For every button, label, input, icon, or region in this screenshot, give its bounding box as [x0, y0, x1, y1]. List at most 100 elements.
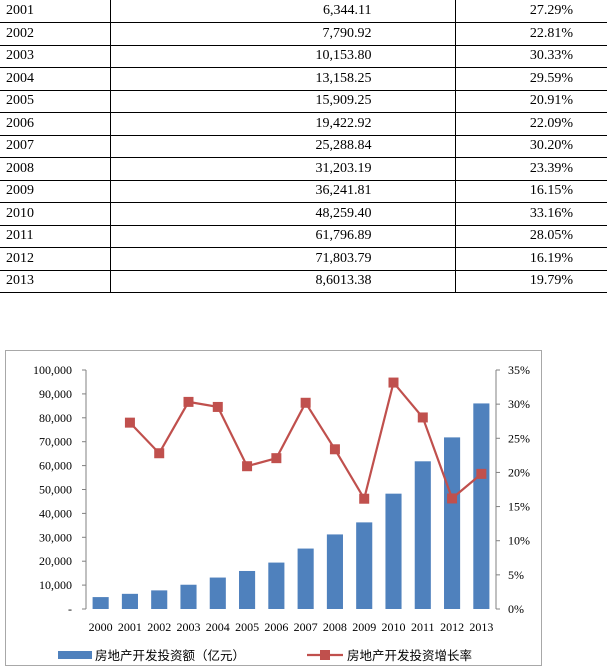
table-row: 2010 48,259.40 33.16%	[0, 202, 607, 226]
data-table: 2001 6,344.11 27.29% 2002 7,790.92 22.81% 2003…	[0, 0, 607, 293]
x-axis-tick-label: 2005	[235, 620, 259, 634]
investment-bar	[444, 437, 461, 609]
year-cell: 2005	[0, 90, 111, 113]
investment-bar	[385, 493, 402, 609]
left-axis-tick-label: 90,000	[39, 387, 72, 401]
investment-cell: 19,422.92	[110, 112, 456, 136]
x-axis-tick-label: 2013	[469, 620, 493, 634]
legend-line-marker	[320, 650, 330, 660]
investment-bar	[92, 597, 109, 609]
legend-bar-swatch	[58, 651, 92, 659]
growth-rate-marker	[300, 397, 311, 408]
year-cell: 2007	[0, 135, 111, 158]
investment-bar	[180, 584, 197, 609]
growth-rate-cell: 33.16%	[455, 202, 607, 226]
growth-rate-marker	[417, 412, 428, 423]
year-cell: 2001	[0, 0, 111, 23]
table-body: 2001 6,344.11 27.29% 2002 7,790.92 22.81% 2003…	[0, 0, 607, 293]
x-axis-tick-label: 2000	[89, 620, 113, 634]
growth-rate-cell: 30.33%	[455, 45, 607, 68]
x-axis-tick-label: 2001	[118, 620, 142, 634]
growth-rate-marker	[124, 417, 135, 428]
left-axis-tick-label: 10,000	[39, 578, 72, 592]
x-axis-tick-label: 2002	[147, 620, 171, 634]
investment-cell: 13,158.25	[110, 67, 456, 91]
year-cell: 2006	[0, 112, 111, 136]
growth-rate-marker	[271, 453, 282, 464]
year-cell: 2010	[0, 202, 111, 226]
year-cell: 2008	[0, 157, 111, 181]
table-row: 2011 61,796.89 28.05%	[0, 225, 607, 248]
x-axis-tick-label: 2006	[264, 620, 288, 634]
investment-bar	[268, 562, 285, 609]
x-axis-tick-label: 2012	[440, 620, 464, 634]
investment-cell: 48,259.40	[110, 202, 456, 226]
legend-investment-label: 房地产开发投资额（亿元）	[95, 648, 245, 663]
investment-cell: 25,288.84	[110, 135, 456, 158]
year-cell: 2009	[0, 180, 111, 203]
investment-cell: 31,203.19	[110, 157, 456, 181]
right-axis-tick-label: 10%	[508, 534, 530, 548]
growth-rate-marker	[329, 444, 340, 455]
chart-frame: - 10,000 20,000 30,000 40,000 50,000 60,000 70,…	[5, 350, 542, 666]
investment-bar	[297, 548, 314, 609]
x-axis-tick-label: 2004	[206, 620, 230, 634]
x-axis-tick-label: 2003	[177, 620, 201, 634]
investment-cell: 15,909.25	[110, 90, 456, 113]
table-row: 2003 10,153.80 30.33%	[0, 45, 607, 68]
investment-cell: 61,796.89	[110, 225, 456, 248]
right-axis-tick-label: 15%	[508, 500, 530, 514]
investment-bar	[326, 534, 343, 609]
growth-rate-marker	[359, 493, 370, 504]
table-row: 2005 15,909.25 20.91%	[0, 90, 607, 113]
growth-rate-cell: 16.19%	[455, 247, 607, 271]
left-axis-tick-label: 60,000	[39, 459, 72, 473]
table-row: 2001 6,344.11 27.29%	[0, 0, 607, 23]
year-cell: 2013	[0, 270, 111, 293]
growth-rate-marker	[212, 401, 223, 412]
investment-bar	[151, 590, 168, 609]
table-row: 2009 36,241.81 16.15%	[0, 180, 607, 203]
investment-bar	[473, 403, 490, 609]
left-axis-tick-label: -	[68, 602, 72, 616]
left-axis-tick-label: 50,000	[39, 483, 72, 497]
investment-bar	[209, 577, 226, 609]
right-axis-tick-label: 5%	[508, 568, 524, 582]
year-cell: 2004	[0, 67, 111, 91]
right-axis-tick-label: 20%	[508, 465, 530, 479]
investment-cell: 10,153.80	[110, 45, 456, 68]
table-row: 2007 25,288.84 30.20%	[0, 135, 607, 158]
growth-rate-cell: 19.79%	[455, 270, 607, 293]
growth-rate-marker	[447, 493, 458, 504]
table-row: 2006 19,422.92 22.09%	[0, 112, 607, 136]
table-row: 2012 71,803.79 16.19%	[0, 247, 607, 271]
right-axis-tick-label: 35%	[508, 363, 530, 377]
growth-rate-cell: 22.81%	[455, 22, 607, 46]
right-axis-tick-label: 30%	[508, 397, 530, 411]
growth-rate-marker	[154, 448, 165, 459]
year-cell: 2011	[0, 225, 111, 248]
left-axis-tick-label: 40,000	[39, 506, 72, 520]
growth-rate-cell: 27.29%	[455, 0, 607, 23]
x-axis-tick-label: 2010	[382, 620, 406, 634]
growth-rate-cell: 30.20%	[455, 135, 607, 158]
growth-rate-cell: 22.09%	[455, 112, 607, 136]
chart: - 10,000 20,000 30,000 40,000 50,000 60,000 70,…	[33, 363, 530, 663]
investment-bar	[239, 570, 256, 609]
left-axis-tick-label: 100,000	[33, 363, 72, 377]
investment-cell: 7,790.92	[110, 22, 456, 46]
investment-bar	[356, 522, 373, 609]
left-axis-tick-label: 70,000	[39, 435, 72, 449]
legend-growth-label: 房地产开发投资增长率	[347, 648, 472, 663]
investment-cell: 36,241.81	[110, 180, 456, 203]
x-axis-tick-label: 2007	[294, 620, 318, 634]
left-axis-tick-label: 20,000	[39, 554, 72, 568]
year-cell: 2003	[0, 45, 111, 68]
investment-cell: 8,6013.38	[110, 270, 456, 293]
growth-rate-cell: 28.05%	[455, 225, 607, 248]
investment-cell: 71,803.79	[110, 247, 456, 271]
table-row: 2002 7,790.92 22.81%	[0, 22, 607, 46]
growth-rate-cell: 16.15%	[455, 180, 607, 203]
left-axis-tick-label: 80,000	[39, 411, 72, 425]
growth-rate-cell: 20.91%	[455, 90, 607, 113]
